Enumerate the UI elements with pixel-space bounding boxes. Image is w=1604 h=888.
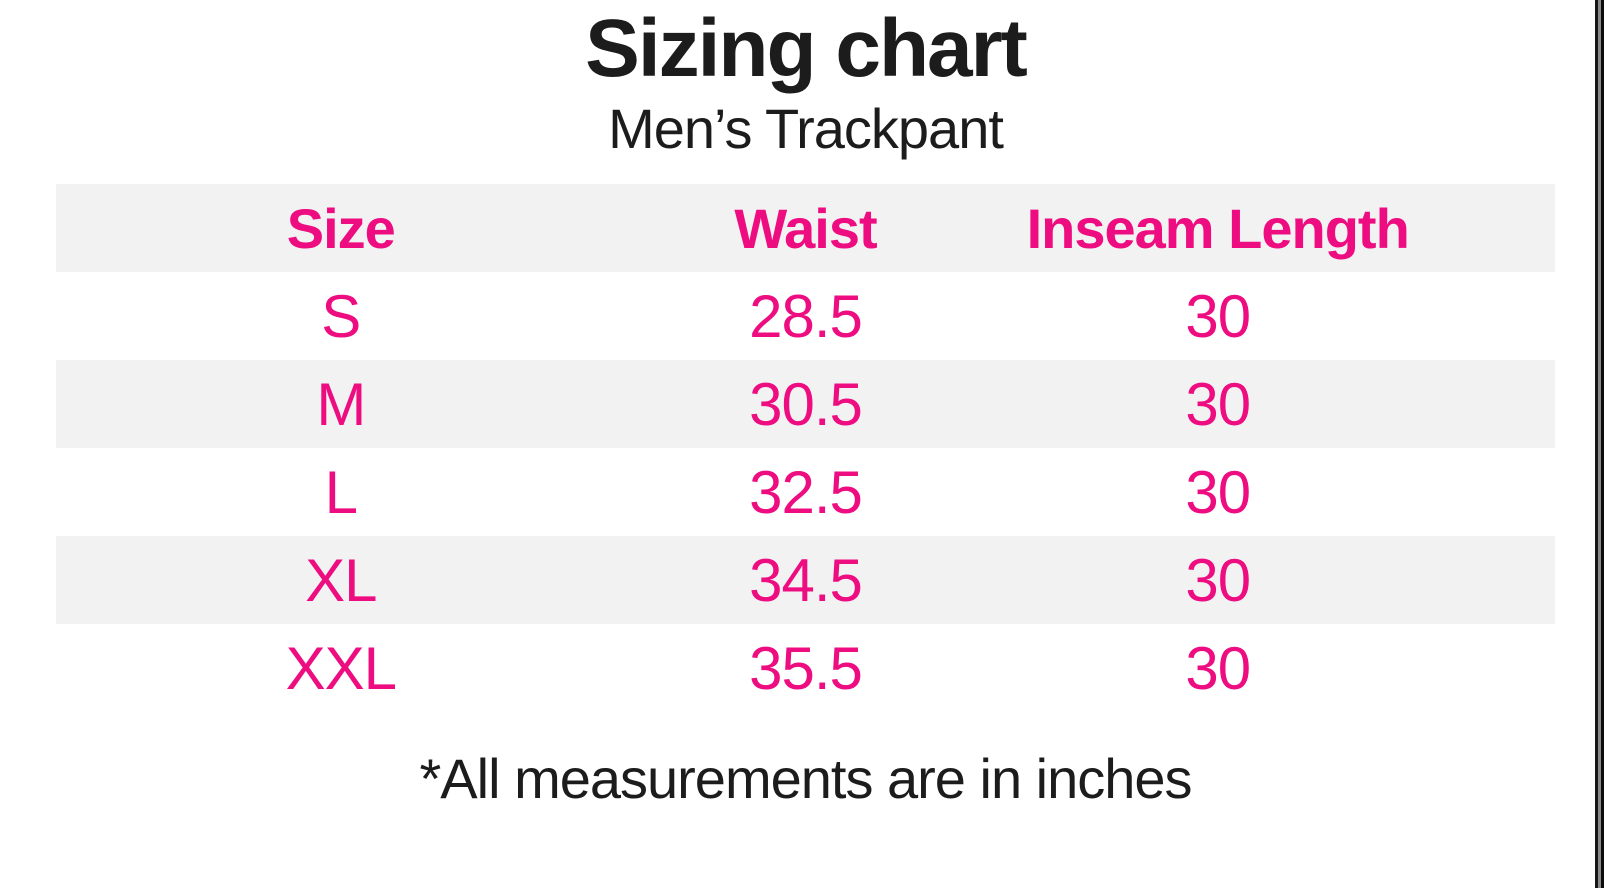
cell-waist: 35.5 (749, 634, 863, 702)
table-row: M 30.5 30 (56, 360, 1555, 448)
page-title: Sizing chart (585, 3, 1028, 94)
table-row: XXL 35.5 30 (56, 624, 1555, 712)
cell-inseam: 30 (1185, 634, 1251, 702)
cell-spacer (1450, 624, 1555, 712)
table-row: S 28.5 30 (56, 272, 1555, 360)
cell-inseam: 30 (1185, 458, 1251, 526)
cell-inseam: 30 (1185, 370, 1251, 438)
column-header-size: Size (286, 196, 396, 260)
window-right-edge (1595, 0, 1604, 888)
cell-inseam: 30 (1185, 282, 1251, 350)
cell-size: M (316, 370, 366, 438)
sizing-table: Size Waist Inseam Length S 28.5 30 M 30.… (56, 184, 1555, 712)
cell-spacer (1450, 272, 1555, 360)
column-header-spacer (1450, 184, 1555, 272)
cell-spacer (1450, 536, 1555, 624)
column-header-inseam: Inseam Length (1026, 196, 1410, 260)
table-row: L 32.5 30 (56, 448, 1555, 536)
table-row: XL 34.5 30 (56, 536, 1555, 624)
cell-spacer (1450, 360, 1555, 448)
cell-waist: 28.5 (749, 282, 863, 350)
cell-waist: 30.5 (749, 370, 863, 438)
measurement-units-note: *All measurements are in inches (419, 747, 1192, 810)
cell-size: XXL (285, 634, 397, 702)
cell-inseam: 30 (1185, 546, 1251, 614)
column-header-waist: Waist (734, 196, 877, 260)
cell-spacer (1450, 448, 1555, 536)
table-header-row: Size Waist Inseam Length (56, 184, 1555, 272)
cell-waist: 34.5 (749, 546, 863, 614)
cell-size: S (321, 282, 361, 350)
cell-waist: 32.5 (749, 458, 863, 526)
cell-size: XL (305, 546, 377, 614)
cell-size: L (324, 458, 358, 526)
page-subtitle: Men’s Trackpant (608, 97, 1004, 160)
